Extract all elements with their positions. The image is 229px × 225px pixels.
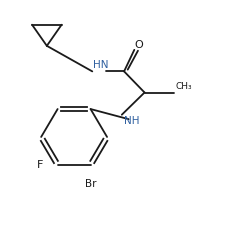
Text: F: F (36, 160, 43, 170)
Text: CH₃: CH₃ (174, 82, 191, 91)
Text: NH: NH (124, 116, 139, 126)
Text: HN: HN (93, 60, 109, 70)
Text: Br: Br (85, 179, 96, 189)
Text: O: O (134, 40, 143, 50)
